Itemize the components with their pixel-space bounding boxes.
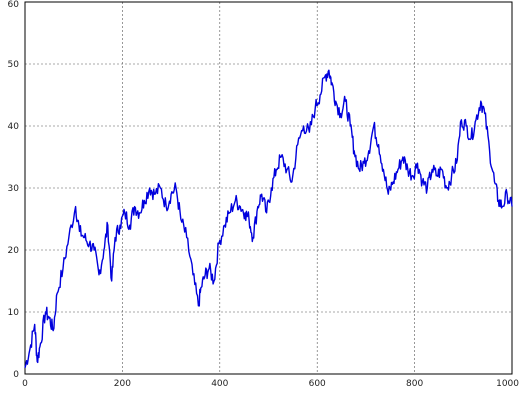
- y-axis-ticks: 0 10 20 30 40 50 60: [8, 0, 20, 380]
- y-tick-label: 30: [8, 184, 20, 194]
- x-tick-label: 800: [406, 379, 423, 389]
- series-line: [24, 69, 513, 368]
- grid: [25, 2, 512, 374]
- x-tick-label: 0: [22, 379, 28, 389]
- x-axis-ticks: 0 200 400 600 800 1000: [22, 379, 519, 389]
- y-tick-label: 0: [13, 370, 19, 380]
- y-tick-label: 60: [8, 0, 20, 10]
- x-tick-label: 400: [211, 379, 228, 389]
- y-tick-label: 40: [8, 122, 20, 132]
- y-tick-label: 10: [8, 308, 20, 318]
- x-tick-label: 1000: [496, 379, 519, 389]
- plot-frame: [24, 1, 513, 375]
- x-tick-label: 600: [309, 379, 326, 389]
- y-tick-label: 20: [8, 246, 20, 256]
- y-tick-label: 50: [8, 60, 20, 70]
- x-tick-label: 200: [114, 379, 131, 389]
